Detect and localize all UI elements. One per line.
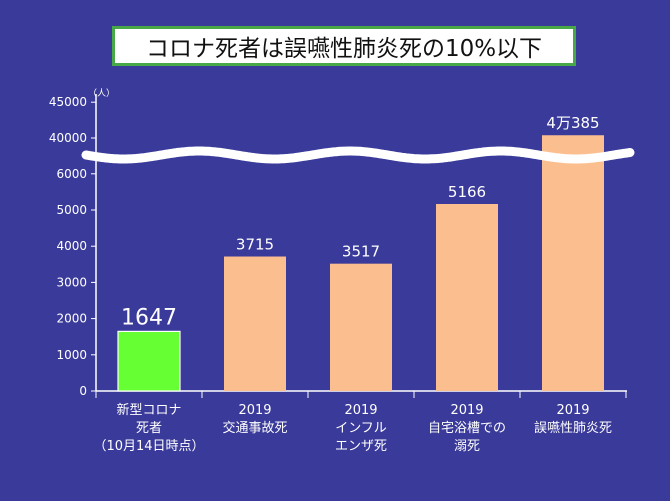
y-tick-label: 0 [79,384,87,398]
y-tick-label: 40000 [49,131,87,145]
x-category-label: 2019 [450,403,483,418]
x-category-label: 死者 [136,421,162,436]
y-tick-label: 6000 [56,167,87,181]
x-category-label: 新型コロナ [116,402,181,418]
y-tick-label: 4000 [56,239,87,253]
bar-value-label: 1647 [121,305,177,330]
axis-break [81,146,635,164]
bar [117,330,181,392]
chart-title-text: コロナ死者は誤嚥性肺炎死の10%以下 [145,36,543,62]
x-category-label: 2019 [556,403,589,418]
x-category-label: 2019 [344,403,377,418]
x-category-label: 自宅浴槽での [428,421,506,436]
bar-value-label: 3715 [236,236,274,254]
x-category-label: 2019 [238,403,271,418]
y-tick-label: 5000 [56,203,87,217]
x-category-label: エンザ死 [335,439,387,454]
bar-value-label: 3517 [342,243,380,261]
bar-value-label: 5166 [448,183,486,201]
chart-title: コロナ死者は誤嚥性肺炎死の10%以下 [112,26,576,66]
x-category-label: 溺死 [454,439,480,454]
bar [436,203,498,391]
y-tick-label: 2000 [56,312,87,326]
x-category-label: インフル [335,421,387,436]
bar [542,135,604,391]
x-category-label: 交通事故死 [222,420,287,436]
bar-value-label: 4万385 [546,114,599,132]
y-axis-unit: （人） [88,88,115,99]
y-tick-label: 45000 [49,95,87,109]
bar [330,263,392,391]
x-category-label: 誤嚥性肺炎死 [534,420,612,436]
x-category-label: （10月14日時点） [93,439,204,454]
y-tick-label: 3000 [56,275,87,289]
y-tick-label: 1000 [56,348,87,362]
bar [224,256,286,391]
